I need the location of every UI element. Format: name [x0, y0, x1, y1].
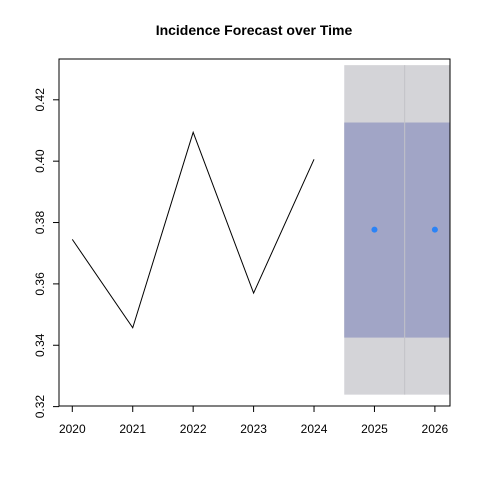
x-tick-label-2021: 2021	[119, 422, 146, 436]
band-80-2026	[405, 123, 450, 338]
x-tick-label-2024: 2024	[301, 422, 328, 436]
forecast-point-2025	[371, 227, 377, 233]
x-tick-label-2022: 2022	[180, 422, 207, 436]
y-tick-label-0.32: 0.32	[33, 395, 47, 419]
x-tick-label-2025: 2025	[361, 422, 388, 436]
x-tick-label-2020: 2020	[59, 422, 86, 436]
x-tick-label-2023: 2023	[240, 422, 267, 436]
y-tick-label-0.38: 0.38	[33, 211, 47, 235]
y-tick-label-0.40: 0.40	[33, 149, 47, 173]
x-tick-label-2026: 2026	[422, 422, 449, 436]
y-tick-label-0.36: 0.36	[33, 272, 47, 296]
chart-title: Incidence Forecast over Time	[156, 22, 353, 38]
forecast-point-2026	[432, 227, 438, 233]
y-tick-label-0.42: 0.42	[33, 88, 47, 112]
y-tick-label-0.34: 0.34	[33, 333, 47, 357]
